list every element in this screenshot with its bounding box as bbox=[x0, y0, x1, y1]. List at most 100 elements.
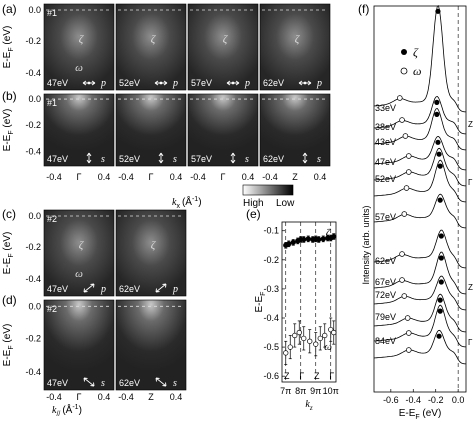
panel-e-series-1-point-1 bbox=[287, 344, 293, 350]
row-a-pol-label-0: p bbox=[100, 78, 106, 89]
row-c-zeta-label-1: ζ bbox=[151, 240, 157, 252]
panel-f-curve-6 bbox=[373, 193, 466, 229]
panel-f-zeta-point-10 bbox=[437, 297, 443, 303]
row-c-ylabel: E-EF (eV) bbox=[2, 232, 15, 275]
panel-e-series-1-point-4 bbox=[301, 335, 307, 342]
row-a-zeta-label-3: ζ bbox=[295, 34, 301, 46]
panel-f-zeta-point-4 bbox=[436, 151, 442, 157]
row-b-pol-label-3: s bbox=[317, 154, 321, 165]
row-b-pol-arrow-3 bbox=[302, 152, 308, 164]
row-d-images: 0.0 -0.2 -0.4 E-EF (eV) #2 47eV s 62eV s -0.4 Γ 0.4… bbox=[2, 299, 187, 402]
panel-f-curve-0 bbox=[373, 5, 466, 113]
row-c-pol-arrow-1 bbox=[155, 283, 167, 293]
row-a-ylabel: E-EF (eV) bbox=[2, 26, 15, 69]
panel-f-curve-label-12: 84eV bbox=[375, 336, 396, 346]
row-b-pol-label-2: s bbox=[245, 154, 249, 165]
panel-f-zeta-point-6 bbox=[437, 197, 443, 203]
kx-tick-label-7: Γ bbox=[221, 172, 226, 182]
ky-tick-label-0: -0.4 bbox=[46, 392, 62, 402]
panel-f-curve-3 bbox=[373, 135, 466, 171]
panel-e-xlabel: kz bbox=[305, 399, 312, 412]
panel-f-curve-9 bbox=[373, 275, 466, 311]
panel-f-chart: -0.6 -0.4 -0.2 0.0 E-EF (eV) Intensity (arb. … bbox=[361, 5, 473, 421]
panel-e-legend-zeta: ζ bbox=[326, 227, 332, 239]
panel-f-curve-12 bbox=[373, 329, 466, 365]
row-c-pol-label-1: p bbox=[172, 284, 178, 295]
panel-e-sym-label-1: Γ bbox=[299, 371, 304, 381]
panel-label-c: (c) bbox=[2, 207, 16, 221]
panel-f-curve-label-0: 33eV bbox=[375, 103, 396, 113]
panel-f-omega-point-5 bbox=[403, 185, 410, 191]
panel-f-omega-point-1 bbox=[399, 117, 405, 123]
row-b-image-1 bbox=[115, 93, 187, 167]
row-b-energy-label-2: 57eV bbox=[191, 154, 212, 164]
panel-f-curve-7 bbox=[373, 229, 466, 269]
row-c-ytick-0: 0.0 bbox=[28, 211, 41, 221]
panel-e-sym-label-2: Z bbox=[314, 371, 320, 381]
panel-f-curve-4 bbox=[373, 147, 466, 187]
row-b-ytick-1: -0.2 bbox=[25, 120, 41, 130]
panel-e-ytick-1: -0.2 bbox=[263, 255, 279, 265]
row-d-ylabel: E-EF (eV) bbox=[2, 324, 15, 367]
row-d-ytick-1: -0.2 bbox=[25, 334, 41, 344]
panel-f-frame bbox=[373, 5, 467, 393]
ky-axis-label: k//(Å-1) bbox=[52, 403, 82, 418]
row-a-ytick-1: -0.2 bbox=[25, 36, 41, 46]
row-a-zeta-label-1: ζ bbox=[151, 34, 157, 46]
panel-e-series-1-point-0 bbox=[283, 350, 289, 356]
panel-f-side-label-2: Z bbox=[468, 283, 473, 292]
kx-tick-label-1: Γ bbox=[77, 172, 82, 182]
row-b-image-2 bbox=[187, 93, 259, 167]
panel-label-b: (b) bbox=[2, 89, 17, 103]
row-a-zeta-label-0: ζ bbox=[79, 34, 85, 46]
panel-f-omega-point-8 bbox=[399, 277, 405, 283]
panel-f-omega-point-9 bbox=[401, 293, 408, 299]
panel-f-zeta-point-5 bbox=[437, 163, 443, 169]
row-a-ytick-0: 0.0 bbox=[28, 5, 41, 15]
row-b-pol-arrow-1 bbox=[158, 152, 164, 164]
panel-f-curve-label-4: 52eV bbox=[375, 174, 396, 184]
row-b-image-3 bbox=[259, 93, 331, 167]
row-a-pol-label-1: p bbox=[172, 78, 178, 89]
kx-axis-label: kx (Å-1) bbox=[172, 195, 202, 210]
panel-f-zeta-point-7 bbox=[438, 233, 444, 239]
row-a-image-0 bbox=[43, 3, 115, 91]
row-c-ytick-2: -0.4 bbox=[25, 274, 41, 284]
panel-e-xtick-2: 9π bbox=[310, 386, 321, 396]
panel-f-legend-zeta-label: ζ bbox=[413, 45, 419, 59]
row-c-ytick-1: -0.2 bbox=[25, 242, 41, 252]
row-a-omega-label: ω bbox=[75, 62, 83, 74]
row-b-pol-arrow-0 bbox=[86, 152, 92, 164]
ky-tick-label-3: -0.4 bbox=[118, 392, 134, 402]
row-d-pol-arrow-0 bbox=[83, 377, 95, 387]
kx-tick-label-5: 0.4 bbox=[170, 172, 183, 182]
row-a-images: 0.0 -0.2 -0.4 E-EF (eV) #1 ζ ω 47eV p ζ 52eV p ζ 57eV… bbox=[2, 3, 331, 91]
panel-e-series-0-point-9 bbox=[316, 236, 322, 243]
kx-tick-label-9: -0.4 bbox=[262, 172, 278, 182]
panel-f-curve-label-3: 47eV bbox=[375, 157, 396, 167]
panel-label-e: (e) bbox=[246, 207, 261, 221]
panel-e-xtick-3: 10π bbox=[323, 386, 339, 396]
row-d-sample-label: #2 bbox=[47, 304, 57, 314]
row-c-energy-label-1: 62eV bbox=[119, 284, 140, 294]
ky-tick-label-5: 0.4 bbox=[170, 392, 183, 402]
panel-e-series-1-point-7 bbox=[317, 335, 323, 342]
panel-f-curve-label-2: 43eV bbox=[375, 137, 396, 147]
row-b-images: 0.0 -0.2 -0.4 E-EF (eV) #1 47eV s 52eV s 57eV s 62e… bbox=[2, 93, 331, 182]
panel-f-omega-point-0 bbox=[397, 95, 403, 101]
panel-e-ytick-5: -0.6 bbox=[263, 371, 279, 381]
panel-e-ylabel: E-EF bbox=[254, 292, 267, 313]
panel-e-series-1-point-8 bbox=[322, 332, 328, 339]
panel-f-zeta-point-1 bbox=[434, 99, 440, 106]
row-d-image-0 bbox=[43, 299, 115, 391]
panel-e-ytick-4: -0.5 bbox=[263, 342, 279, 352]
panel-f-xlabel: E-EF (eV) bbox=[399, 408, 442, 420]
panel-e-sym-label-3: Γ bbox=[329, 371, 334, 381]
panel-f-omega-point-3 bbox=[406, 153, 412, 159]
row-b-ytick-2: -0.4 bbox=[25, 147, 41, 157]
panel-f-curve-label-10: 79eV bbox=[375, 312, 396, 322]
panel-e-series-0-point-5 bbox=[301, 236, 307, 243]
panel-e-series-0-point-1 bbox=[286, 241, 292, 247]
row-d-energy-label-1: 62eV bbox=[119, 378, 140, 388]
